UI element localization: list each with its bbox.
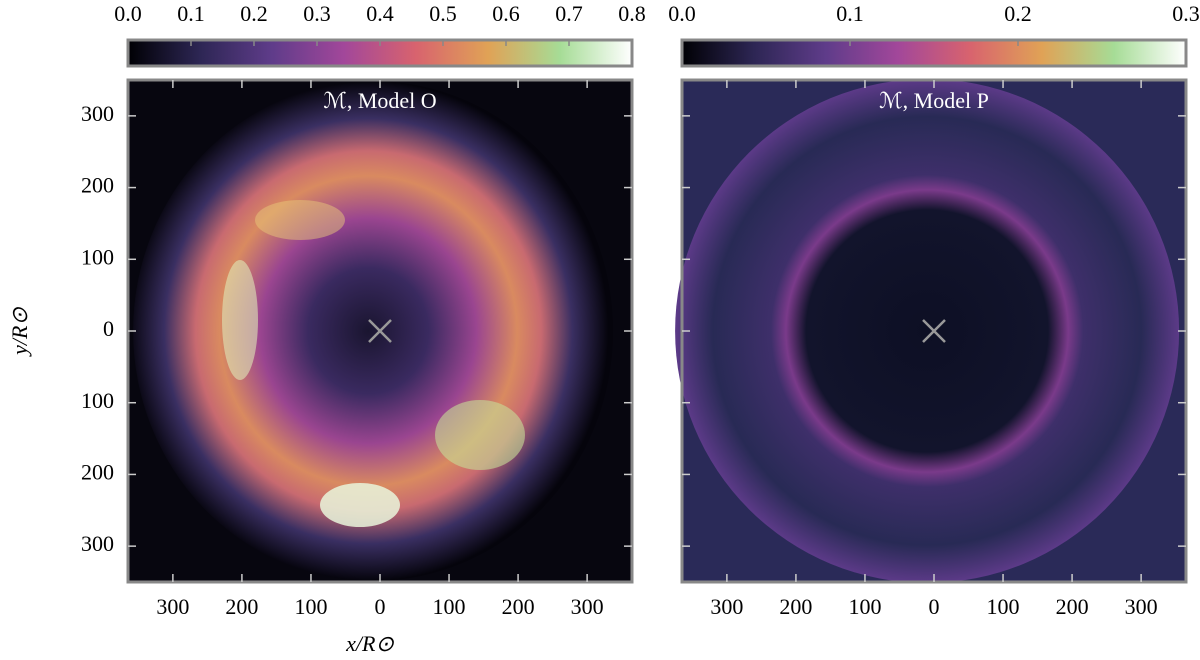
x-tick-label: 300 — [571, 594, 604, 619]
colorbar-tick-label: 0.1 — [177, 1, 205, 26]
colorbar-tick-label: 0.1 — [836, 1, 864, 26]
x-tick-label: 0 — [375, 594, 386, 619]
x-tick-label: 200 — [502, 594, 535, 619]
y-tick-label: 100 — [81, 244, 114, 269]
heatmap-image — [222, 260, 258, 380]
x-tick-label: 200 — [1056, 594, 1089, 619]
panel-title: ℳ, Model O — [323, 88, 436, 113]
center-marker — [368, 319, 392, 343]
y-tick-label: 300 — [81, 101, 114, 126]
x-tick-label: 200 — [225, 594, 258, 619]
y-tick-label: 300 — [81, 531, 114, 556]
colorbar-tick-label: 0.5 — [429, 1, 457, 26]
heatmap-image — [435, 400, 525, 470]
colorbar-tick-label: 0.3 — [303, 1, 331, 26]
colorbar-tick-label: 0.0 — [114, 1, 142, 26]
x-tick-label: 100 — [294, 594, 327, 619]
colorbar-tick-label: 0.8 — [618, 1, 646, 26]
y-tick-label: 200 — [81, 173, 114, 198]
heatmap-image — [320, 483, 400, 527]
colorbar — [680, 38, 1188, 68]
center-marker — [922, 319, 946, 343]
y-axis-label: y/R⊙ — [7, 307, 32, 357]
colorbar-tick-label: 0.2 — [240, 1, 268, 26]
y-tick-label: 0 — [103, 316, 114, 341]
colorbar-tick-label: 0.7 — [555, 1, 583, 26]
colorbar-tick-label: 0.3 — [1172, 1, 1200, 26]
colorbar-tick-label: 0.0 — [668, 1, 696, 26]
heatmap-image — [675, 79, 1180, 583]
x-tick-label: 300 — [1125, 594, 1158, 619]
x-tick-label: 300 — [710, 594, 743, 619]
colorbar-tick-label: 0.6 — [492, 1, 520, 26]
colorbar-tick-label: 0.4 — [366, 1, 394, 26]
y-tick-label: 200 — [81, 459, 114, 484]
x-tick-label: 100 — [987, 594, 1020, 619]
x-tick-label: 200 — [779, 594, 812, 619]
x-tick-label: 300 — [156, 594, 189, 619]
x-tick-label: 0 — [929, 594, 940, 619]
colorbar-tick-label: 0.2 — [1004, 1, 1032, 26]
x-axis-label: x/R⊙ — [345, 631, 394, 656]
heatmap-image — [255, 200, 345, 240]
panel-title: ℳ, Model P — [879, 88, 989, 113]
x-tick-label: 100 — [848, 594, 881, 619]
x-tick-label: 100 — [433, 594, 466, 619]
y-tick-label: 100 — [81, 388, 114, 413]
